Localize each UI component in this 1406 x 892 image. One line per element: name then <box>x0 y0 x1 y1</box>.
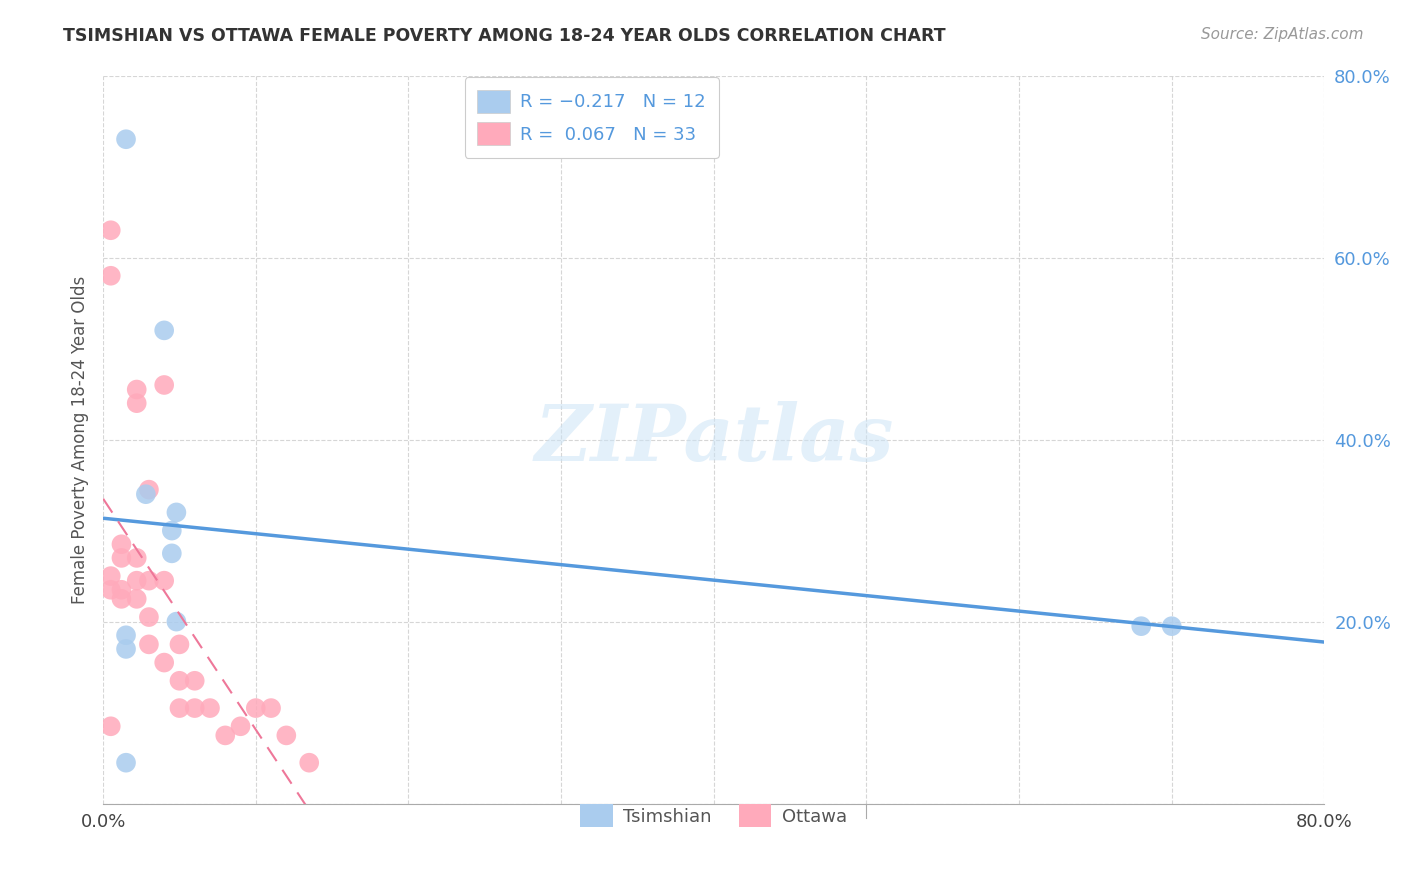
Point <box>153 323 176 337</box>
Point <box>100 223 122 237</box>
Point <box>138 574 160 588</box>
Point <box>125 383 148 397</box>
Point <box>110 591 132 606</box>
Point <box>100 569 122 583</box>
Point <box>1160 619 1182 633</box>
Point <box>260 701 283 715</box>
Point <box>165 505 187 519</box>
Text: ZIPatlas: ZIPatlas <box>534 401 893 478</box>
Point <box>165 615 187 629</box>
Point <box>100 582 122 597</box>
Point <box>125 396 148 410</box>
Point <box>183 701 205 715</box>
Point <box>115 641 138 656</box>
Y-axis label: Female Poverty Among 18-24 Year Olds: Female Poverty Among 18-24 Year Olds <box>72 276 89 604</box>
Legend: Tsimshian, Ottawa: Tsimshian, Ottawa <box>572 797 855 835</box>
Point <box>153 378 176 392</box>
Point <box>245 701 267 715</box>
Point <box>198 701 221 715</box>
Point <box>229 719 252 733</box>
Point <box>138 483 160 497</box>
Point <box>135 487 157 501</box>
Point <box>100 719 122 733</box>
Point <box>115 132 138 146</box>
Point <box>160 546 183 560</box>
Point <box>169 637 191 651</box>
Point <box>110 582 132 597</box>
Point <box>100 268 122 283</box>
Point <box>110 537 132 551</box>
Point <box>153 574 176 588</box>
Point <box>153 656 176 670</box>
Point <box>169 673 191 688</box>
Text: TSIMSHIAN VS OTTAWA FEMALE POVERTY AMONG 18-24 YEAR OLDS CORRELATION CHART: TSIMSHIAN VS OTTAWA FEMALE POVERTY AMONG… <box>63 27 946 45</box>
Point <box>110 550 132 565</box>
Point <box>115 756 138 770</box>
Point <box>125 550 148 565</box>
Point <box>183 673 205 688</box>
Point <box>276 728 298 742</box>
Point <box>160 524 183 538</box>
Point <box>125 591 148 606</box>
Point <box>125 574 148 588</box>
Point <box>138 637 160 651</box>
Point <box>214 728 236 742</box>
Text: Source: ZipAtlas.com: Source: ZipAtlas.com <box>1201 27 1364 42</box>
Point <box>115 628 138 642</box>
Point <box>138 610 160 624</box>
Point <box>1130 619 1153 633</box>
Point <box>298 756 321 770</box>
Point <box>169 701 191 715</box>
